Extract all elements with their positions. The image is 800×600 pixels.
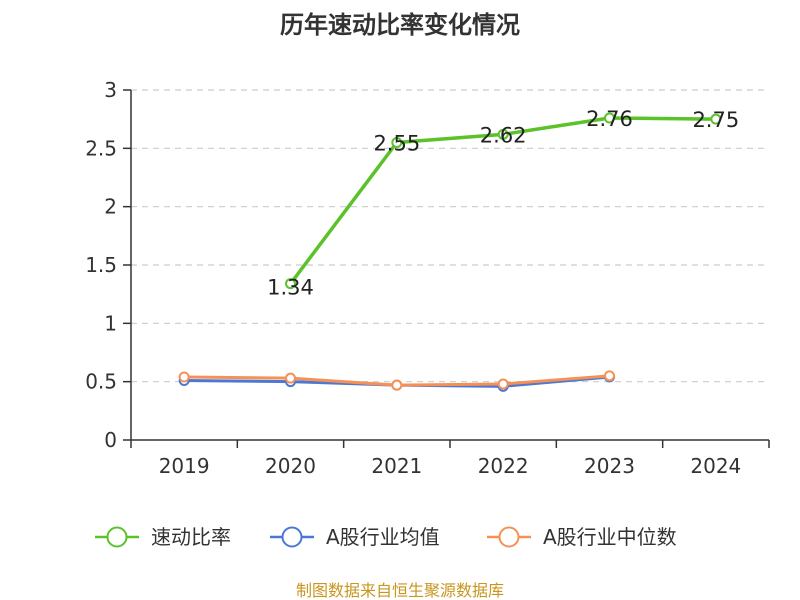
y-tick-label: 2.5 [85, 136, 117, 160]
data-label: 2.55 [373, 132, 420, 156]
legend-marker [498, 526, 520, 548]
data-labels: 1.34 2.55 2.62 2.76 2.75 [267, 107, 739, 300]
legend-marker [281, 526, 303, 548]
data-point [497, 378, 509, 390]
source-note: 制图数据来自恒生聚源数据库 [296, 581, 504, 600]
y-tick-label: 3 [104, 78, 117, 102]
legend-label: A股行业均值 [326, 525, 440, 549]
y-tick-label: 0 [104, 428, 117, 452]
y-tick-label: 2 [104, 195, 117, 219]
x-tick-label: 2019 [159, 454, 210, 478]
legend: 速动比率 A股行业均值 A股行业中位数 [95, 525, 677, 549]
data-point [285, 372, 296, 384]
axes: 0 0.5 1 1.5 2 2.5 3 2019 2020 2021 2022 2023 2024 [85, 78, 770, 478]
data-label: 2.62 [480, 123, 527, 147]
y-tick-label: 1 [104, 311, 117, 335]
data-point [710, 113, 722, 125]
data-point [604, 112, 615, 124]
legend-label: A股行业中位数 [543, 525, 677, 549]
data-label: 1.34 [267, 276, 314, 300]
x-tick-label: 2024 [690, 454, 741, 478]
data-point [285, 278, 296, 290]
data-label: 2.76 [586, 107, 633, 131]
legend-marker [106, 526, 128, 548]
data-point [178, 371, 190, 383]
x-tick-label: 2023 [584, 454, 635, 478]
data-point [391, 379, 403, 391]
y-tick-label: 0.5 [85, 370, 117, 394]
x-tick-label: 2021 [371, 454, 422, 478]
x-tick-label: 2022 [478, 454, 529, 478]
data-point [497, 128, 509, 140]
chart-title: 历年速动比率变化情况 [280, 11, 520, 39]
data-label: 2.75 [692, 108, 739, 132]
x-tick-label: 2020 [265, 454, 316, 478]
y-tick-label: 1.5 [85, 253, 117, 277]
series-group [178, 112, 722, 392]
data-point [604, 370, 615, 382]
grid-lines [131, 89, 769, 383]
legend-label: 速动比率 [151, 525, 231, 549]
data-point [391, 137, 403, 148]
